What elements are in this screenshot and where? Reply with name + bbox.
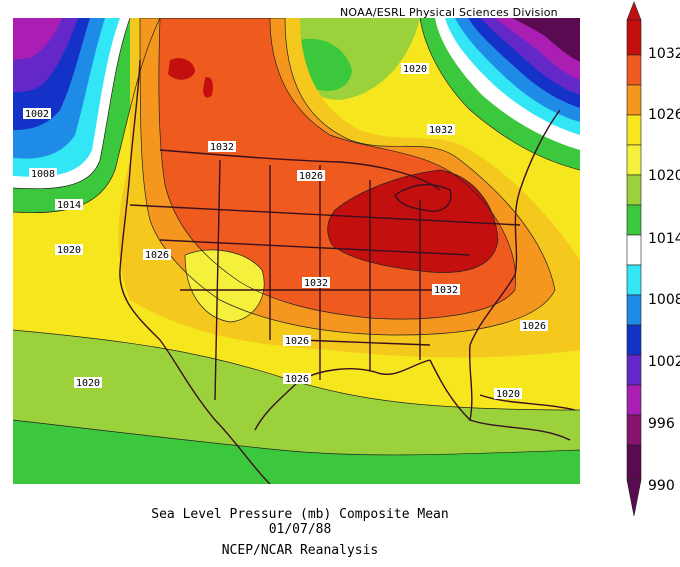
field-1014-south [13,420,580,484]
svg-text:1002: 1002 [25,109,49,120]
svg-text:1020: 1020 [57,245,81,256]
colorbar-swatch [626,84,642,116]
contour-label-group: 1002 1008 1014 1020 1026 1032 1026 1020 … [23,63,548,400]
colorbar-swatch [626,144,642,176]
colorbar-swatch [626,294,642,326]
colorbar-label: 1014 [648,231,680,247]
colorbar-swatch [626,264,642,296]
svg-text:1026: 1026 [285,374,309,385]
colorbar-label: 1020 [648,168,680,184]
svg-text:1026: 1026 [299,171,323,182]
colorbar-swatch [626,414,642,446]
colorbar-label: 1026 [648,107,680,123]
svg-text:1026: 1026 [285,336,309,347]
svg-text:1020: 1020 [76,378,100,389]
svg-text:1026: 1026 [522,321,546,332]
contour-label: 1020 [55,244,83,256]
colorbar-swatch [626,114,642,146]
svg-text:1020: 1020 [403,64,427,75]
colorbar-label: 1008 [648,292,680,308]
colorbar-top-arrow [626,1,642,21]
contour-label: 1032 [208,141,236,153]
colorbar-label: 1032 [648,46,680,62]
field-996-pacific [13,18,62,60]
credit-text: NOAA/ESRL Physical Sciences Division [340,6,558,19]
svg-text:1032: 1032 [210,142,234,153]
field-1032-west [168,58,195,80]
contour-label: 1002 [23,108,51,120]
coastlines [119,59,576,484]
caption-source: NCEP/NCAR Reanalysis [221,543,379,558]
contour-label: 1026 [283,335,311,347]
colorbar-swatch [626,204,642,236]
svg-text:1020: 1020 [496,389,520,400]
svg-text:1032: 1032 [304,278,328,289]
contour-label: 1032 [427,124,455,136]
contour-label: 1026 [143,249,171,261]
colorbar-swatch [626,324,642,356]
colorbar [626,1,642,517]
field-1014-hudson [297,38,352,91]
contour-label: 1008 [29,168,57,180]
field-1032-west-2 [203,77,213,98]
contour-label: 1026 [297,170,325,182]
colorbar-swatch [626,19,642,56]
colorbar-label: 996 [648,416,675,432]
colorbar-bottom-arrow [626,479,642,517]
contour-label: 1020 [401,63,429,75]
colorbar-swatch [626,174,642,206]
colorbar-label: 990 [648,478,675,494]
contour-label: 1020 [74,377,102,389]
svg-text:1026: 1026 [145,250,169,261]
svg-text:1014: 1014 [57,200,81,211]
colorbar-label: 1002 [648,354,680,370]
contour-label: 1020 [494,388,522,400]
contour-label: 1032 [302,277,330,289]
contour-label: 1032 [432,284,460,296]
svg-text:1008: 1008 [31,169,55,180]
svg-text:1032: 1032 [434,285,458,296]
colorbar-swatch [626,444,642,481]
contour-lines [13,18,580,456]
field-1020-sw [185,250,265,322]
colorbar-swatch [626,54,642,86]
colorbar-swatch [626,354,642,386]
colorbar-swatch [626,384,642,416]
contour-label: 1026 [520,320,548,332]
svg-text:1032: 1032 [429,125,453,136]
contour-label: 1014 [55,199,83,211]
contour-label: 1026 [283,373,311,385]
caption-date: 01/07/88 [268,522,332,537]
field-990-atlantic [512,18,580,62]
pressure-field [13,18,580,484]
caption-title: Sea Level Pressure (mb) Composite Mean [151,507,449,522]
colorbar-swatch [626,234,642,266]
